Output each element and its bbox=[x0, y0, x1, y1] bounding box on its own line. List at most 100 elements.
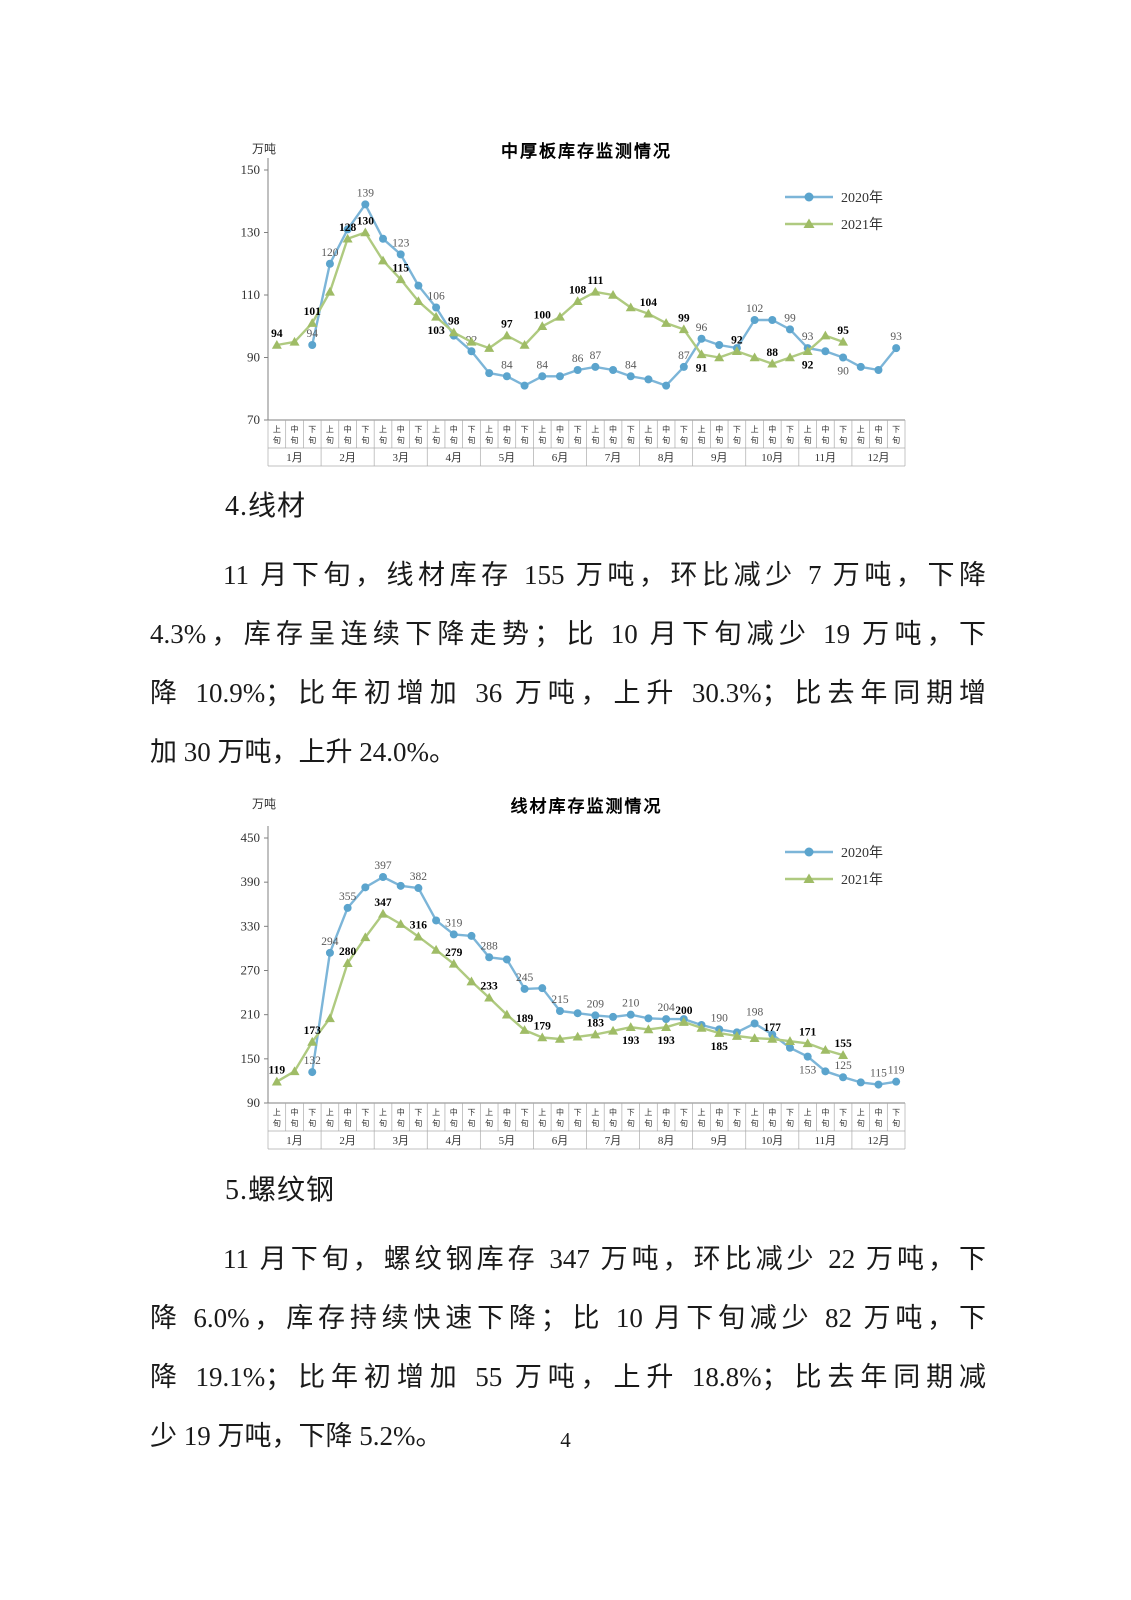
x-period-label: 旬 bbox=[291, 1118, 299, 1128]
data-point-marker bbox=[643, 1024, 654, 1034]
x-period-label: 旬 bbox=[538, 1118, 546, 1128]
y-tick-label: 210 bbox=[241, 1007, 261, 1022]
data-point-marker bbox=[343, 225, 352, 234]
page-number: 4 bbox=[560, 1428, 571, 1452]
data-point-marker bbox=[802, 346, 813, 356]
data-point-label: 88 bbox=[767, 347, 779, 359]
data-point-label: 90 bbox=[837, 366, 849, 378]
x-period-label: 下 bbox=[733, 425, 741, 434]
data-point-marker bbox=[324, 1013, 335, 1023]
data-point-label: 115 bbox=[392, 262, 409, 274]
data-point-marker bbox=[802, 1038, 813, 1048]
data-point-marker bbox=[590, 286, 601, 296]
x-period-label: 旬 bbox=[379, 435, 387, 445]
x-period-label: 旬 bbox=[609, 1118, 617, 1128]
x-period-label: 下 bbox=[521, 1108, 529, 1117]
x-period-label: 旬 bbox=[397, 435, 405, 445]
data-point-marker bbox=[554, 311, 565, 321]
x-month-label: 6月 bbox=[552, 452, 569, 464]
x-period-label: 上 bbox=[804, 1108, 812, 1117]
x-period-label: 上 bbox=[591, 425, 599, 434]
x-period-label: 上 bbox=[273, 425, 281, 434]
data-point-marker bbox=[485, 369, 494, 378]
data-point-marker bbox=[432, 303, 441, 312]
data-point-marker bbox=[308, 341, 317, 349]
x-period-label: 中 bbox=[291, 1107, 299, 1117]
data-point-marker bbox=[520, 381, 529, 390]
x-period-label: 中 bbox=[662, 424, 670, 434]
data-point-marker bbox=[289, 1066, 300, 1076]
data-point-marker bbox=[731, 1031, 742, 1040]
x-period-label: 上 bbox=[432, 425, 440, 434]
data-point-marker bbox=[449, 930, 458, 939]
x-period-label: 旬 bbox=[308, 1118, 316, 1128]
x-month-label: 8月 bbox=[658, 1135, 675, 1147]
x-month-label: 9月 bbox=[711, 452, 728, 464]
x-period-label: 旬 bbox=[768, 435, 776, 445]
x-period-label: 中 bbox=[556, 424, 564, 434]
x-period-label: 中 bbox=[715, 1107, 723, 1117]
y-tick-label: 130 bbox=[241, 225, 261, 240]
data-point-marker bbox=[324, 286, 335, 296]
y-tick-label: 150 bbox=[241, 162, 261, 177]
data-point-marker bbox=[520, 984, 529, 993]
wire-rod-chart-svg: 线材库存监测情况万吨90150210270330390450上旬中旬下旬上旬中旬… bbox=[241, 796, 906, 1150]
data-point-label: 130 bbox=[357, 216, 375, 228]
data-point-marker bbox=[820, 330, 831, 340]
data-point-marker bbox=[342, 233, 353, 243]
y-tick-label: 390 bbox=[241, 874, 261, 889]
chart-title: 中厚板库存监测情况 bbox=[501, 141, 672, 161]
data-point-marker bbox=[839, 353, 848, 362]
data-point-label: 86 bbox=[572, 353, 584, 365]
x-period-label: 旬 bbox=[574, 1118, 582, 1128]
data-point-label: 279 bbox=[445, 947, 463, 959]
data-point-label: 119 bbox=[269, 1065, 286, 1077]
x-period-label: 上 bbox=[379, 1108, 387, 1117]
x-period-label: 上 bbox=[857, 425, 865, 434]
x-period-label: 旬 bbox=[698, 435, 706, 445]
x-period-label: 上 bbox=[326, 425, 334, 434]
x-period-label: 中 bbox=[874, 424, 882, 434]
medium-plate-inventory-chart: 中厚板库存监测情况 万吨 70 90 110 130 150 上旬中旬下旬上旬中旬下旬上旬中旬… bbox=[230, 135, 920, 480]
x-period-label: 下 bbox=[361, 1108, 369, 1117]
x-period-label: 下 bbox=[361, 425, 369, 434]
x-period-label: 上 bbox=[379, 425, 387, 434]
data-point-label: 132 bbox=[304, 1055, 322, 1067]
data-point-label: 119 bbox=[888, 1065, 905, 1077]
data-point-label: 316 bbox=[410, 920, 428, 932]
data-point-marker bbox=[731, 346, 742, 356]
x-period-label: 中 bbox=[344, 424, 352, 434]
y-tick-label: 270 bbox=[241, 963, 261, 978]
x-period-label: 上 bbox=[538, 425, 546, 434]
legend-label: 2021年 bbox=[841, 872, 883, 888]
section-heading-wire-rod: 4.线材 bbox=[225, 491, 307, 522]
x-period-label: 旬 bbox=[379, 1118, 387, 1128]
data-point-marker bbox=[625, 1022, 636, 1031]
data-point-label: 84 bbox=[501, 359, 513, 371]
data-point-label: 104 bbox=[640, 297, 658, 309]
data-point-label: 123 bbox=[392, 237, 410, 249]
x-period-label: 旬 bbox=[857, 435, 865, 445]
x-period-label: 旬 bbox=[733, 435, 741, 445]
data-point-marker bbox=[502, 955, 511, 964]
x-period-label: 旬 bbox=[751, 1118, 759, 1128]
data-point-label: 93 bbox=[890, 331, 902, 343]
data-point-marker bbox=[749, 352, 760, 362]
data-point-marker bbox=[573, 1009, 582, 1018]
data-point-label: 155 bbox=[834, 1038, 852, 1050]
x-period-label: 下 bbox=[414, 1108, 422, 1117]
data-point-marker bbox=[431, 311, 442, 321]
x-period-label: 中 bbox=[768, 1107, 776, 1117]
data-point-label: 91 bbox=[696, 362, 708, 374]
data-point-label: 115 bbox=[870, 1068, 887, 1080]
series-line-2020年 bbox=[311, 875, 897, 1086]
data-point-label: 177 bbox=[764, 1022, 782, 1034]
data-point-label: 92 bbox=[731, 334, 743, 346]
data-point-label: 96 bbox=[696, 322, 708, 334]
x-period-label: 下 bbox=[308, 425, 316, 434]
data-point-label: 183 bbox=[587, 1018, 605, 1030]
paragraph-line: 11 月下旬，线材库存 155 万吨，环比减少 7 万吨，下降 bbox=[223, 560, 986, 590]
data-point-marker bbox=[821, 1067, 830, 1076]
data-point-marker bbox=[485, 953, 494, 962]
x-period-label: 旬 bbox=[892, 435, 900, 445]
